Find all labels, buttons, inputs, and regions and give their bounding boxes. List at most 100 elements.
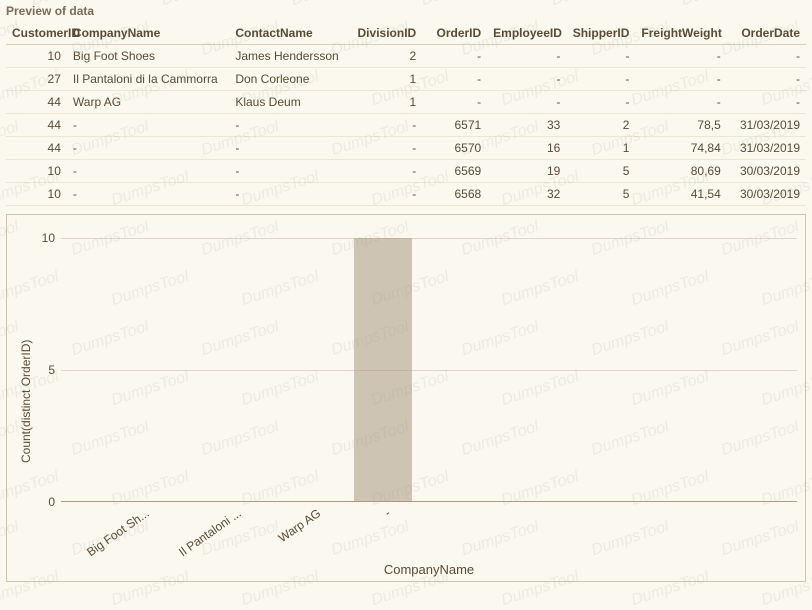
chart-container: Count(distinct OrderID) 0 5 10 Big Foot Sh… bbox=[6, 214, 806, 582]
table-cell: 1 bbox=[351, 91, 422, 114]
table-cell: Don Corleone bbox=[229, 68, 351, 91]
column-header[interactable]: CompanyName bbox=[67, 22, 229, 45]
table-body: 10Big Foot ShoesJames Hendersson2-----27… bbox=[6, 45, 806, 206]
table-cell: 1 bbox=[566, 137, 635, 160]
table-cell: - bbox=[635, 45, 726, 68]
chart-ylabel: Count(distinct OrderID) bbox=[15, 225, 33, 577]
table-cell: - bbox=[229, 114, 351, 137]
table-cell: - bbox=[635, 91, 726, 114]
table-cell: - bbox=[351, 160, 422, 183]
table-cell: - bbox=[635, 68, 726, 91]
table-cell: - bbox=[566, 91, 635, 114]
table-cell: 78,5 bbox=[635, 114, 726, 137]
table-cell: - bbox=[487, 68, 566, 91]
table-cell: James Hendersson bbox=[229, 45, 351, 68]
xlabel-text: Warp AG bbox=[276, 506, 324, 545]
column-header[interactable]: DivisionID bbox=[351, 22, 422, 45]
table-row[interactable]: 10Big Foot ShoesJames Hendersson2----- bbox=[6, 45, 806, 68]
table-cell: Klaus Deum bbox=[229, 91, 351, 114]
table-cell: 44 bbox=[6, 137, 67, 160]
table-cell: - bbox=[422, 45, 487, 68]
table-cell: - bbox=[727, 45, 806, 68]
table-row[interactable]: 44---657133278,531/03/2019 bbox=[6, 114, 806, 137]
table-cell: - bbox=[422, 68, 487, 91]
table-cell: 41,54 bbox=[635, 183, 726, 206]
table-cell: - bbox=[351, 183, 422, 206]
column-header[interactable]: FreightWeight bbox=[635, 22, 726, 45]
chart-xlabels: Big Foot Sh... Il Pantaloni ... Warp AG - bbox=[61, 502, 797, 560]
ytick-label: 5 bbox=[48, 363, 55, 377]
table-row[interactable]: 44---657016174,8431/03/2019 bbox=[6, 137, 806, 160]
bar-column bbox=[61, 225, 153, 501]
table-cell: 80,69 bbox=[635, 160, 726, 183]
table-header-row: CustomerIDCompanyNameContactNameDivision… bbox=[6, 22, 806, 45]
table-cell: - bbox=[422, 91, 487, 114]
bar-column bbox=[153, 225, 245, 501]
table-cell: 31/03/2019 bbox=[727, 114, 806, 137]
table-cell: Il Pantaloni di la Cammorra bbox=[67, 68, 229, 91]
table-cell: 74,84 bbox=[635, 137, 726, 160]
table-cell: - bbox=[229, 137, 351, 160]
ytick-label: 0 bbox=[48, 495, 55, 509]
column-header[interactable]: EmployeeID bbox=[487, 22, 566, 45]
column-header[interactable]: CustomerID bbox=[6, 22, 67, 45]
table-cell: 44 bbox=[6, 91, 67, 114]
table-cell: Warp AG bbox=[67, 91, 229, 114]
table-cell: 2 bbox=[566, 114, 635, 137]
xlabel-text: Il Pantaloni ... bbox=[176, 506, 244, 559]
table-row[interactable]: 10---656832541,5430/03/2019 bbox=[6, 183, 806, 206]
xlabel-text: - bbox=[382, 506, 393, 520]
table-cell: - bbox=[727, 91, 806, 114]
column-header[interactable]: ShipperID bbox=[566, 22, 635, 45]
table-cell: 6568 bbox=[422, 183, 487, 206]
table-cell: 6571 bbox=[422, 114, 487, 137]
chart-plot-area bbox=[61, 225, 797, 502]
table-cell: 19 bbox=[487, 160, 566, 183]
table-cell: - bbox=[566, 68, 635, 91]
table-cell: Big Foot Shoes bbox=[67, 45, 229, 68]
table-cell: 1 bbox=[351, 68, 422, 91]
column-header[interactable]: ContactName bbox=[229, 22, 351, 45]
table-cell: - bbox=[67, 114, 229, 137]
table-cell: - bbox=[67, 137, 229, 160]
table-cell: 30/03/2019 bbox=[727, 183, 806, 206]
bar-column bbox=[245, 225, 337, 501]
table-cell: 10 bbox=[6, 45, 67, 68]
table-cell: - bbox=[229, 183, 351, 206]
chart-bars bbox=[61, 225, 797, 501]
bar-column bbox=[337, 225, 429, 501]
table-row[interactable]: 10---656919580,6930/03/2019 bbox=[6, 160, 806, 183]
table-cell: 33 bbox=[487, 114, 566, 137]
data-table: CustomerIDCompanyNameContactNameDivision… bbox=[6, 22, 806, 206]
table-cell: - bbox=[229, 160, 351, 183]
table-cell: 5 bbox=[566, 160, 635, 183]
table-cell: 32 bbox=[487, 183, 566, 206]
table-cell: 27 bbox=[6, 68, 67, 91]
table-cell: 10 bbox=[6, 160, 67, 183]
table-row[interactable]: 44Warp AGKlaus Deum1----- bbox=[6, 91, 806, 114]
ytick-label: 10 bbox=[42, 231, 55, 245]
table-cell: 6570 bbox=[422, 137, 487, 160]
chart-xtitle: CompanyName bbox=[61, 560, 797, 577]
table-cell: - bbox=[487, 45, 566, 68]
table-cell: - bbox=[67, 183, 229, 206]
preview-title: Preview of data bbox=[6, 4, 806, 18]
table-cell: - bbox=[351, 114, 422, 137]
table-cell: - bbox=[67, 160, 229, 183]
table-cell: - bbox=[351, 137, 422, 160]
table-cell: 44 bbox=[6, 114, 67, 137]
table-cell: 31/03/2019 bbox=[727, 137, 806, 160]
table-cell: 16 bbox=[487, 137, 566, 160]
table-cell: 30/03/2019 bbox=[727, 160, 806, 183]
table-cell: 5 bbox=[566, 183, 635, 206]
table-cell: 2 bbox=[351, 45, 422, 68]
xlabel-text: Big Foot Sh... bbox=[84, 506, 152, 559]
table-cell: - bbox=[566, 45, 635, 68]
table-cell: 6569 bbox=[422, 160, 487, 183]
table-cell: - bbox=[727, 68, 806, 91]
table-cell: 10 bbox=[6, 183, 67, 206]
table-cell: - bbox=[487, 91, 566, 114]
table-row[interactable]: 27Il Pantaloni di la CammorraDon Corleon… bbox=[6, 68, 806, 91]
column-header[interactable]: OrderDate bbox=[727, 22, 806, 45]
column-header[interactable]: OrderID bbox=[422, 22, 487, 45]
